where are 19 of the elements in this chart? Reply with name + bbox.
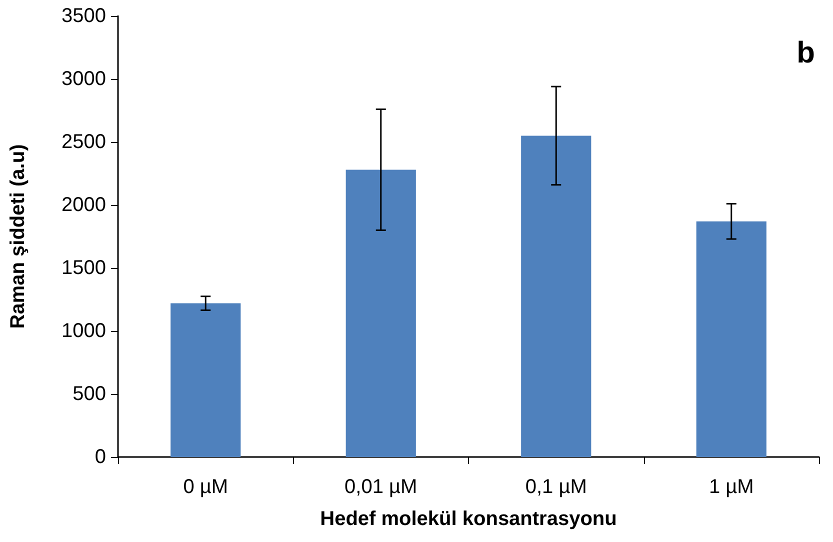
bar	[521, 136, 592, 457]
y-tick-label: 500	[72, 383, 106, 405]
bar	[170, 303, 241, 457]
y-tick-label: 2000	[62, 194, 106, 216]
x-tick-label: 0,1 µM	[525, 476, 587, 498]
x-tick-label: 1 µM	[708, 476, 754, 498]
bar	[696, 221, 766, 457]
y-tick-label: 1500	[62, 257, 106, 279]
x-tick-label: 0 µM	[183, 476, 228, 498]
y-tick-label: 3000	[62, 68, 106, 90]
x-axis-title: Hedef molekül konsantrasyonu	[320, 508, 617, 530]
y-tick-label: 1000	[62, 320, 106, 342]
x-tick-label: 0,01 µM	[344, 476, 418, 498]
y-tick-label: 2500	[62, 131, 106, 153]
y-tick-label: 3500	[62, 5, 106, 27]
y-axis-title: Raman şiddeti (a.u)	[7, 144, 29, 329]
bar	[346, 170, 416, 457]
annotation: b	[796, 36, 816, 70]
y-tick-label: 0	[94, 446, 106, 468]
